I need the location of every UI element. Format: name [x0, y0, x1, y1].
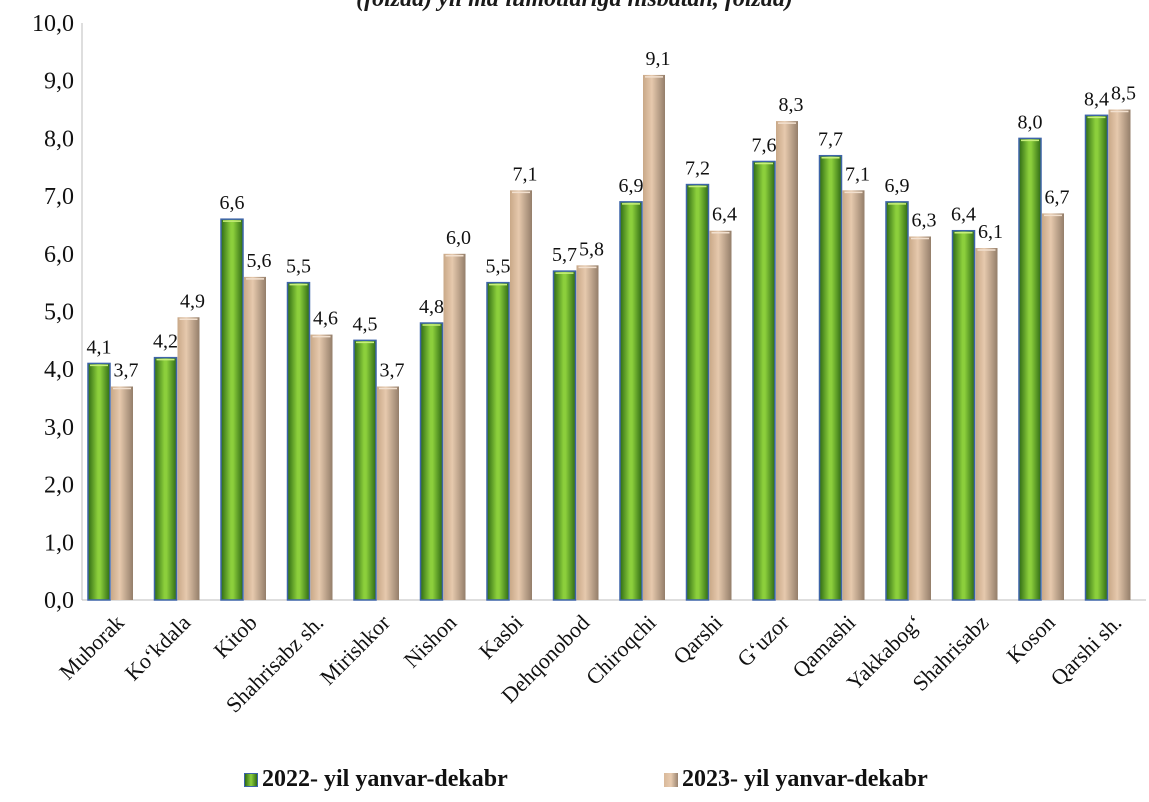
data-label-2023: 7,1 [845, 163, 870, 185]
x-category-label: Koson [1001, 610, 1059, 668]
y-tick-label: 5,0 [44, 300, 74, 326]
legend-swatch-2023 [664, 772, 678, 787]
bar-chart: 0,01,02,03,04,05,06,07,08,09,010,04,13,7… [32, 11, 1146, 717]
bar-2022 [818, 154, 843, 601]
data-label-2022: 5,5 [486, 256, 511, 278]
bar-2023 [776, 121, 798, 600]
bar-2022 [1018, 137, 1042, 601]
legend-label-2022: 2022- yil yanvar-dekabr [262, 766, 508, 792]
data-label-2023: 4,6 [313, 308, 338, 330]
y-tick-label: 7,0 [44, 184, 74, 210]
data-label-2022: 7,2 [685, 158, 710, 180]
data-label-2023: 6,3 [912, 209, 937, 231]
data-label-2022: 5,7 [552, 244, 577, 266]
data-label-2023: 6,1 [978, 221, 1003, 243]
y-tick-label: 8,0 [44, 126, 74, 152]
bar-2022 [619, 201, 643, 601]
y-tick-label: 6,0 [44, 242, 74, 268]
bar-2023 [909, 236, 931, 601]
bar-2023 [1042, 213, 1064, 600]
bar-2023 [443, 253, 466, 601]
legend-item-2023: 2023- yil yanvar-dekabr [664, 766, 928, 793]
bar-2022 [220, 218, 244, 601]
bar-2022 [153, 356, 178, 601]
bar-2023 [111, 386, 133, 600]
data-label-2022: 8,0 [1018, 111, 1043, 133]
data-label-2023: 9,1 [646, 48, 671, 70]
bar-2022 [353, 339, 377, 601]
bar-2023 [842, 190, 865, 600]
data-label-2022: 7,6 [752, 134, 777, 156]
legend-item-2022: 2022- yil yanvar-dekabr [244, 766, 508, 793]
x-category-label: Mirishkor [315, 609, 395, 689]
data-label-2023: 5,8 [579, 238, 604, 260]
bar-2023 [643, 74, 665, 601]
x-category-label: Kasbi [474, 610, 528, 664]
data-label-2023: 6,0 [446, 227, 471, 249]
data-label-2022: 5,5 [286, 256, 311, 278]
x-category-label: Ko‘kdala [120, 610, 196, 686]
bar-2022 [286, 281, 311, 601]
data-label-2023: 8,5 [1111, 83, 1136, 105]
data-label-2022: 4,1 [87, 336, 112, 358]
bar-2023 [975, 248, 998, 600]
y-tick-label: 4,0 [44, 357, 74, 383]
bar-2022 [685, 183, 710, 601]
legend-label-2023: 2023- yil yanvar-dekabr [682, 766, 928, 792]
x-category-label: Nishon [399, 610, 462, 673]
bar-2023 [244, 276, 266, 600]
bar-2022 [552, 270, 577, 601]
bar-2023 [377, 386, 399, 600]
data-label-2022: 4,2 [153, 331, 178, 353]
bar-2023 [576, 265, 599, 600]
x-category-label: Qarshi sh. [1046, 610, 1127, 691]
y-tick-label: 0,0 [44, 588, 74, 614]
x-category-label: Qarshi [668, 610, 727, 669]
data-label-2023: 6,7 [1045, 186, 1070, 208]
data-label-2022: 7,7 [818, 129, 843, 151]
data-label-2023: 4,9 [180, 290, 205, 312]
legend-swatch-2022 [244, 772, 258, 787]
x-category-label: Muborak [54, 610, 129, 685]
bar-2022 [87, 362, 111, 601]
y-tick-label: 2,0 [44, 473, 74, 499]
data-label-2023: 7,1 [513, 163, 538, 185]
bar-2022 [419, 322, 444, 601]
data-label-2022: 8,4 [1084, 88, 1109, 110]
bar-2023 [310, 334, 333, 600]
data-label-2022: 6,6 [220, 192, 245, 214]
bar-2022 [885, 201, 909, 601]
y-tick-label: 3,0 [44, 415, 74, 441]
y-tick-label: 10,0 [32, 11, 74, 37]
chart-title: (foizda) yil ma'lumotlariga nisbatan, fo… [0, 0, 1149, 13]
y-tick-label: 1,0 [44, 530, 74, 556]
data-label-2023: 3,7 [380, 360, 405, 382]
data-label-2022: 4,8 [419, 296, 444, 318]
x-category-label: Chiroqchi [581, 610, 661, 690]
bar-2022 [1084, 114, 1109, 601]
data-label-2022: 4,5 [353, 313, 378, 335]
data-label-2023: 8,3 [779, 94, 804, 116]
bar-2022 [951, 229, 976, 601]
data-label-2023: 6,4 [712, 204, 737, 226]
data-label-2023: 5,6 [247, 250, 272, 272]
data-label-2023: 3,7 [114, 360, 139, 382]
bar-2022 [752, 160, 776, 601]
y-tick-label: 9,0 [44, 69, 74, 95]
x-category-label: G‘uzor [732, 609, 794, 671]
bar-2022 [486, 281, 510, 601]
legend: 2022- yil yanvar-dekabr 2023- yil yanvar… [0, 766, 1149, 800]
bar-2023 [177, 317, 200, 600]
data-label-2022: 6,9 [619, 175, 644, 197]
bar-2023 [510, 190, 532, 600]
bar-2023 [709, 230, 732, 600]
x-category-label: Kitob [209, 610, 262, 663]
data-label-2022: 6,4 [951, 204, 976, 226]
data-label-2022: 6,9 [885, 175, 910, 197]
bar-2023 [1108, 109, 1131, 601]
